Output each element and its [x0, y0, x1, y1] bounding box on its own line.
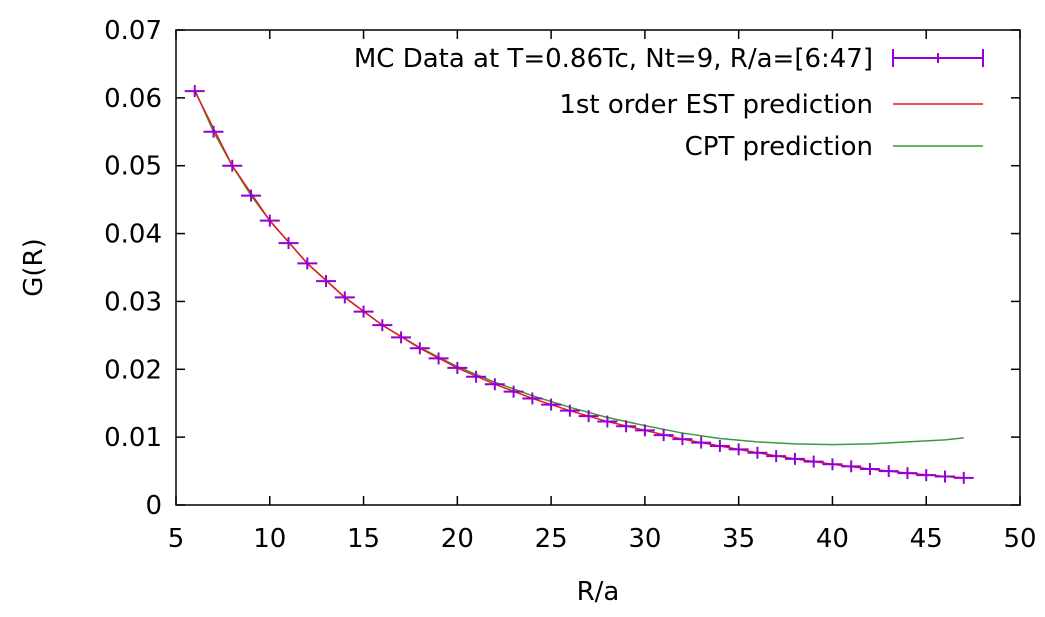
legend-label: 1st order EST prediction	[559, 90, 873, 120]
x-tick-label: 10	[253, 524, 286, 554]
data-point	[803, 455, 824, 468]
x-tick-label: 40	[816, 524, 849, 554]
data-point	[203, 125, 224, 138]
y-tick-label: 0.01	[104, 423, 162, 453]
y-tick-label: 0.04	[104, 220, 162, 250]
data-point	[184, 85, 205, 98]
x-tick-label: 50	[1003, 524, 1036, 554]
data-point	[259, 214, 280, 227]
x-tick-label: 30	[628, 524, 661, 554]
x-tick-label: 15	[347, 524, 380, 554]
series-layer	[184, 85, 974, 484]
plot-frame	[175, 29, 1021, 506]
data-point	[578, 410, 599, 423]
data-point	[316, 275, 337, 288]
legend-entry: MC Data at T=0.86Tc, Nt=9, R/a=[6:47]	[354, 44, 984, 74]
y-tick-label: 0	[145, 491, 162, 521]
data-point	[241, 189, 262, 202]
data-point	[728, 443, 749, 456]
data-point	[372, 319, 393, 332]
data-point	[297, 257, 318, 270]
data-point	[784, 452, 805, 465]
x-tick-label: 20	[441, 524, 474, 554]
data-point	[484, 378, 505, 391]
x-tick-label: 5	[168, 524, 185, 554]
data-point	[634, 424, 655, 437]
data-point	[409, 342, 430, 355]
data-point	[541, 398, 562, 411]
data-point	[691, 436, 712, 449]
data-point	[428, 352, 449, 365]
data-point	[766, 450, 787, 463]
x-axis-ticks: 5 10 15 20 25 30 35 40 45 50	[168, 30, 1037, 554]
data-point	[672, 433, 693, 446]
data-point	[953, 471, 974, 484]
legend-label: MC Data at T=0.86Tc, Nt=9, R/a=[6:47]	[354, 44, 873, 74]
data-point	[859, 463, 880, 476]
data-point	[466, 370, 487, 383]
data-point	[822, 458, 843, 471]
legend-label: CPT prediction	[685, 132, 873, 162]
data-point	[934, 470, 955, 483]
x-tick-label: 45	[910, 524, 943, 554]
x-tick-label: 35	[722, 524, 755, 554]
y-tick-label: 0.06	[104, 84, 162, 114]
legend-entry: CPT prediction	[685, 132, 983, 162]
data-point	[503, 385, 524, 398]
y-axis-ticks: 0 0.01 0.02 0.03 0.04 0.05 0.06 0.07	[104, 16, 1020, 521]
y-tick-label: 0.07	[104, 16, 162, 46]
data-point	[747, 446, 768, 459]
data-point	[353, 305, 374, 318]
data-point	[522, 392, 543, 405]
y-axis-title: G(R)	[19, 238, 49, 297]
series-mc-data	[184, 85, 974, 484]
x-tick-label: 25	[535, 524, 568, 554]
data-point	[616, 420, 637, 433]
data-point	[653, 429, 674, 442]
plot-border	[175, 29, 1021, 506]
data-point	[709, 439, 730, 452]
data-point	[841, 460, 862, 473]
data-point	[897, 467, 918, 480]
data-point	[222, 159, 243, 172]
legend: MC Data at T=0.86Tc, Nt=9, R/a=[6:47] 1st…	[354, 44, 984, 162]
data-point	[334, 291, 355, 304]
data-point	[447, 361, 468, 374]
data-point	[559, 404, 580, 417]
y-tick-label: 0.02	[104, 355, 162, 385]
data-point	[597, 415, 618, 428]
x-axis-title: R/a	[577, 577, 620, 607]
y-tick-label: 0.05	[104, 152, 162, 182]
data-point	[391, 331, 412, 344]
y-tick-label: 0.03	[104, 287, 162, 317]
legend-entry: 1st order EST prediction	[559, 90, 983, 120]
data-point	[878, 465, 899, 478]
data-point	[278, 237, 299, 250]
data-point	[916, 469, 937, 482]
